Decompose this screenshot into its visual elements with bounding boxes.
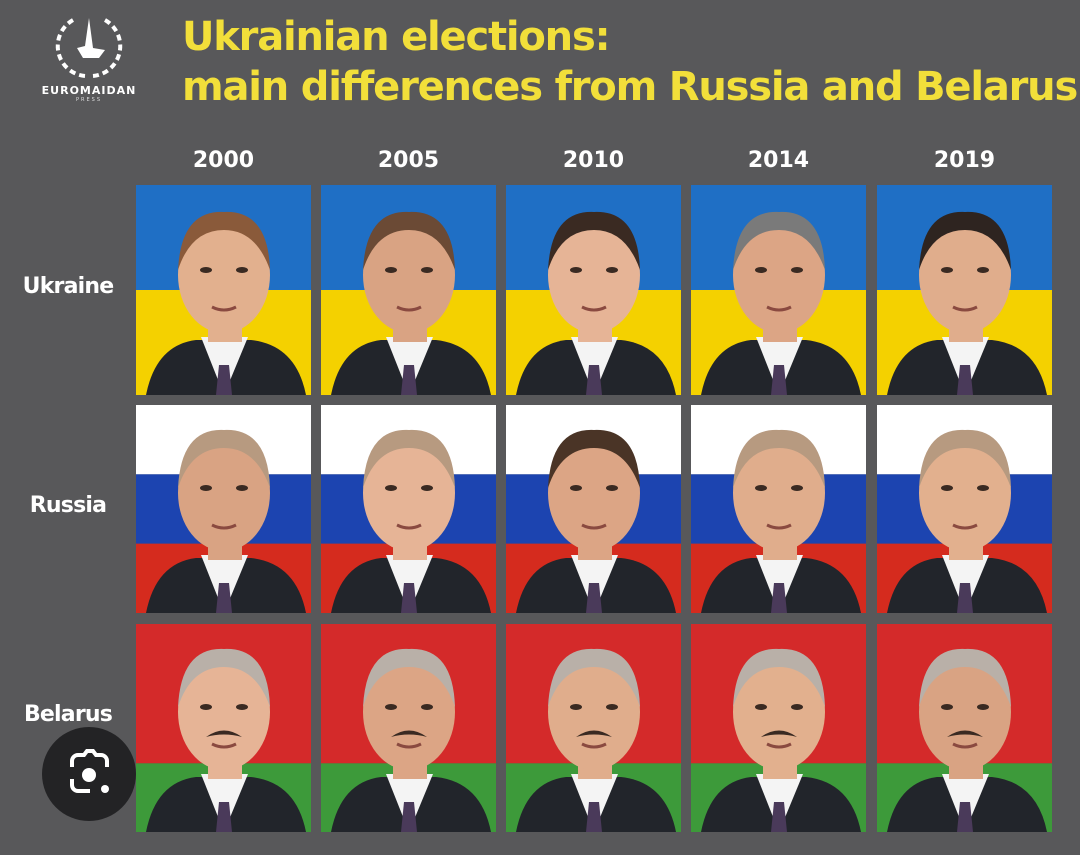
portrait-cell [321,624,496,832]
portrait-cell [321,185,496,395]
portrait [701,211,861,395]
dove-wreath-icon [55,18,123,78]
portrait-cell [877,624,1052,832]
portrait-cell [506,185,681,395]
euromaidan-logo: EUROMAIDAN PRESS [24,12,154,112]
year-header: 2010 [562,148,625,173]
portrait [146,211,306,395]
portrait-cell [691,185,866,395]
portrait-cell [691,405,866,613]
portrait [701,648,861,832]
portrait-cell [506,624,681,832]
year-header: 2019 [933,148,996,173]
country-label: Russia [29,493,107,518]
country-label: Belarus [23,702,113,727]
portrait [516,211,676,395]
portrait [516,648,676,832]
google-lens-icon [70,749,109,793]
portrait [146,429,306,613]
year-header: 2014 [747,148,810,173]
portrait-cell [877,405,1052,613]
year-header: 2005 [377,148,440,173]
portrait [701,429,861,613]
portrait [887,211,1047,395]
logo-name: EUROMAIDAN [41,84,137,97]
portrait-cell [506,405,681,613]
logo-sub: PRESS [76,97,102,103]
page-title: Ukrainian elections: main differences fr… [182,12,1078,112]
portrait-cell [136,405,311,613]
portrait [887,648,1047,832]
portrait-cell [136,185,311,395]
title-line-2: main differences from Russia and Belarus [182,64,1078,110]
portrait [516,429,676,613]
portrait-cell [321,405,496,613]
portrait [331,648,491,832]
year-header: 2000 [192,148,255,173]
google-lens-button[interactable] [42,727,136,821]
portrait-cell [691,624,866,832]
portrait [331,429,491,613]
portrait [331,211,491,395]
country-label: Ukraine [22,274,115,299]
portrait [146,648,306,832]
portrait-cell [136,624,311,832]
portrait [887,429,1047,613]
portrait-cell [877,185,1052,395]
title-line-1: Ukrainian elections: [182,14,611,60]
